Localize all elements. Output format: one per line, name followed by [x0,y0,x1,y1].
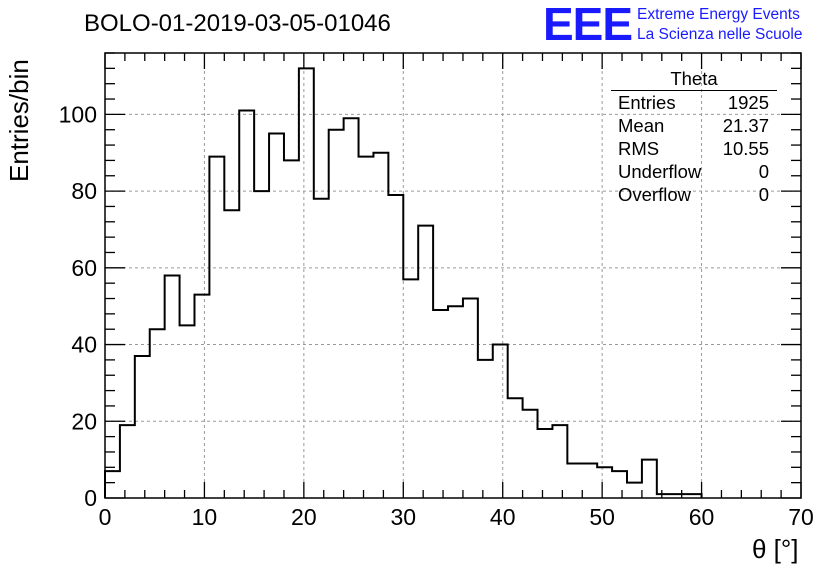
histogram-bin [344,118,359,498]
histogram-bin [642,460,657,498]
histogram-bin [582,463,597,498]
stats-label: Mean [618,115,665,136]
histogram-bin [373,153,388,498]
histogram-bin [612,471,627,498]
stats-value: 0 [758,161,769,182]
axis-ticks [104,52,802,499]
histogram-bin [135,356,150,498]
x-tick-label: 0 [99,504,112,530]
histogram-bin [299,68,314,498]
histogram-bin [165,276,180,499]
y-tick-label: 40 [71,332,97,358]
stats-label: Entries [618,92,676,113]
histogram-bin [493,345,508,498]
stats-label: Overflow [618,184,691,205]
stats-value: 0 [758,184,769,205]
x-tick-label: 10 [192,504,218,530]
histogram-bin [448,306,463,498]
stats-label: Underflow [618,161,702,182]
histogram-bin [552,425,567,498]
histogram-bin [418,226,433,498]
histogram-bin [224,210,239,498]
logo-line-2: La Scienza nelle Scuole [637,26,803,43]
stats-title: Theta [611,68,777,91]
y-tick-label: 80 [71,178,97,204]
chart-title: BOLO-01-2019-03-05-01046 [84,10,391,37]
histogram-bin [388,195,403,498]
x-tick-label: 50 [589,504,615,530]
x-tick-label: 70 [788,504,814,530]
histogram-bin [194,295,209,498]
histogram-bin [120,425,135,498]
histogram-bin [508,398,523,498]
y-tick-label: 100 [59,101,97,127]
histogram-bin [538,429,553,498]
stats-row-rms: RMS 10.55 [611,137,777,160]
histogram-outline [104,67,703,498]
stats-box: Theta Entries 1925 Mean 21.37 RMS 10.55 … [611,68,777,206]
histogram-bin [269,134,284,498]
histogram-bin [597,467,612,498]
histogram-bin [254,191,269,498]
histogram-bin [209,157,224,498]
histogram-bin [687,494,702,498]
histogram-bin [478,360,493,498]
histogram-bin [567,463,582,498]
x-tick-label: 60 [689,504,715,530]
x-tick-label: 40 [490,504,516,530]
stats-label: RMS [618,138,660,159]
histogram-bin [239,111,254,498]
stats-row-overflow: Overflow 0 [611,183,777,206]
histogram-bin [672,494,687,498]
x-axis-label: θ [°] [752,534,799,564]
y-tick-label: 0 [84,485,97,511]
stats-row-underflow: Underflow 0 [611,160,777,183]
y-axis-label: Entries/bin [4,59,34,182]
histogram-bin [150,329,165,498]
histogram-bin [180,325,195,498]
histogram-bin [314,199,329,498]
y-tick-label: 20 [71,408,97,434]
logo-line-1: Extreme Energy Events [637,6,800,23]
stats-value: 21.37 [722,115,769,136]
histogram-bin [433,310,448,498]
tick-labels: 0 10 20 30 40 50 60 70 0 20 40 60 80 100 [59,101,814,530]
histogram-bin [523,410,538,498]
histogram-bin [463,299,478,498]
stats-value: 1925 [727,92,769,113]
x-tick-label: 20 [291,504,317,530]
stats-row-mean: Mean 21.37 [611,114,777,137]
grid-lines [105,53,801,498]
x-tick-label: 30 [390,504,416,530]
histogram-bin [329,130,344,498]
stats-row-entries: Entries 1925 [611,91,777,114]
histogram-bin [403,279,418,498]
eee-logo: EEE [543,0,633,50]
histogram-bin [657,494,672,498]
y-tick-label: 60 [71,255,97,281]
plot-frame [104,52,802,499]
histogram-bin [105,471,120,498]
stats-value: 10.55 [722,138,769,159]
histogram-bin [284,160,299,498]
histogram-bin [359,157,374,498]
histogram-bin [627,483,642,498]
